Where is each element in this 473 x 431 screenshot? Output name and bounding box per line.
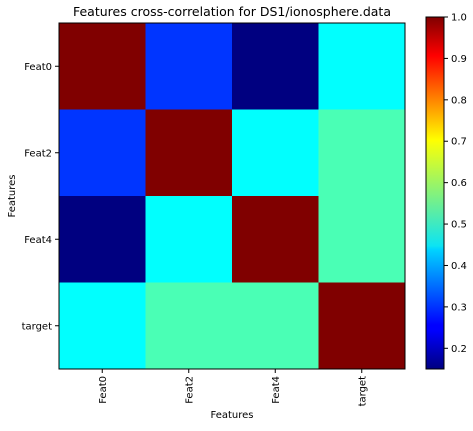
colorbar-tick-label: 0.5	[451, 220, 467, 231]
heatmap-cell	[319, 283, 406, 370]
heatmap-cell	[232, 23, 319, 110]
heatmap-cell	[319, 110, 406, 197]
x-axis-label: Features	[211, 410, 254, 421]
heatmap-cell	[319, 196, 406, 283]
colorbar-tick-label: 0.2	[451, 344, 467, 355]
x-tick-label: Feat0	[98, 376, 109, 404]
heatmap-cell	[59, 110, 146, 197]
colorbar	[426, 17, 444, 369]
colorbar-tick-label: 0.7	[451, 137, 467, 148]
heatmap-cell	[146, 110, 233, 197]
colorbar-tick-label: 0.3	[451, 302, 467, 313]
heatmap-cell	[232, 283, 319, 370]
heatmap-cell	[232, 196, 319, 283]
colorbar-tick-label: 0.9	[451, 54, 467, 65]
y-tick-label: Feat4	[24, 235, 52, 246]
y-axis-ticks: Feat0 Feat2 Feat4 target	[22, 62, 59, 333]
colorbar-ticks: 0.2 0.3 0.4 0.5 0.6 0.7 0.8 0.9 1.0	[444, 13, 467, 355]
heatmap-cells	[59, 23, 406, 370]
y-tick-label: Feat0	[24, 62, 52, 73]
x-axis-ticks: Feat0 Feat2 Feat4 target	[98, 369, 369, 406]
colorbar-tick-label: 1.0	[451, 13, 467, 24]
x-tick-label: Feat2	[184, 376, 195, 404]
heatmap-cell	[146, 196, 233, 283]
y-axis-label: Features	[7, 175, 18, 218]
heatmap-cell	[59, 196, 146, 283]
x-tick-label: Feat4	[271, 376, 282, 404]
heatmap-cell	[59, 283, 146, 370]
heatmap-cell	[146, 23, 233, 110]
heatmap-cell	[319, 23, 406, 110]
heatmap-cell	[146, 283, 233, 370]
chart-title: Features cross-correlation for DS1/ionos…	[73, 4, 391, 19]
y-tick-label: target	[22, 321, 52, 332]
colorbar-tick-label: 0.8	[451, 95, 467, 106]
x-tick-label: target	[357, 376, 368, 406]
colorbar-tick-label: 0.4	[451, 261, 467, 272]
colorbar-tick-label: 0.6	[451, 178, 467, 189]
heatmap-cell	[232, 110, 319, 197]
y-tick-label: Feat2	[24, 148, 52, 159]
heatmap-cell	[59, 23, 146, 110]
